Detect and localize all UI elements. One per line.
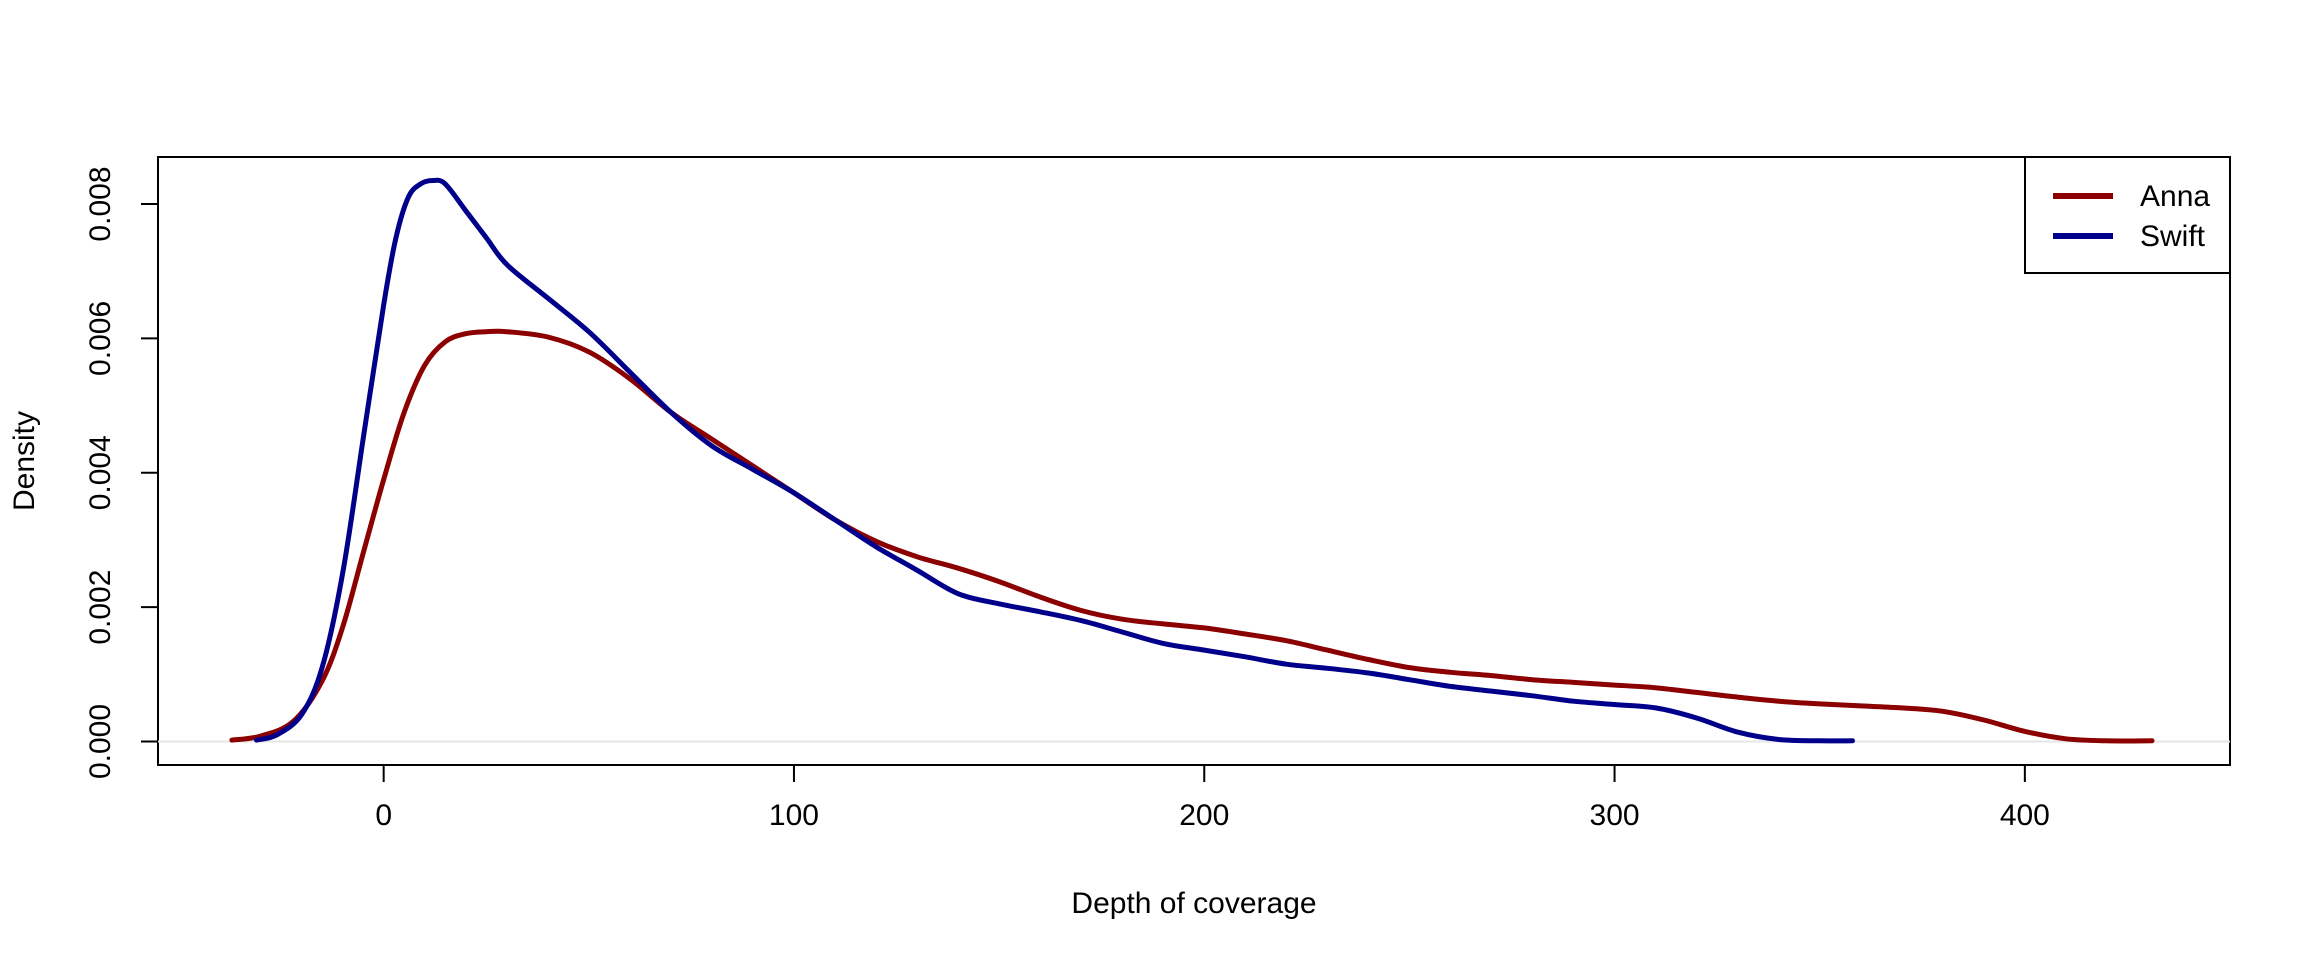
legend-box xyxy=(2024,156,2231,274)
y-tick-label: 0.002 xyxy=(84,570,117,645)
y-tick-label: 0.006 xyxy=(84,301,117,376)
x-tick-label: 100 xyxy=(769,799,819,832)
series-lines xyxy=(229,177,2155,744)
legend-label-swift: Swift xyxy=(2140,220,2206,253)
y-tick-label: 0.004 xyxy=(84,435,117,510)
series-line-swift xyxy=(254,177,1855,744)
plot-frame xyxy=(157,156,2231,766)
x-tick-label: 400 xyxy=(2000,799,2050,832)
legend-label-anna: Anna xyxy=(2140,180,2210,213)
y-axis-label: Density xyxy=(8,411,41,511)
x-axis: 0 100 200 300 400 xyxy=(375,765,2050,832)
series-line-anna xyxy=(229,328,2155,744)
legend: Anna Swift xyxy=(2024,156,2231,274)
x-tick-label: 300 xyxy=(1590,799,1640,832)
x-axis-label: Depth of coverage xyxy=(1071,887,1316,920)
x-tick-label: 200 xyxy=(1179,799,1229,832)
y-axis: 0.000 0.002 0.004 0.006 0.008 xyxy=(84,166,158,779)
x-tick-label: 0 xyxy=(375,799,392,832)
y-tick-label: 0.000 xyxy=(84,704,117,779)
y-tick-label: 0.008 xyxy=(84,166,117,241)
